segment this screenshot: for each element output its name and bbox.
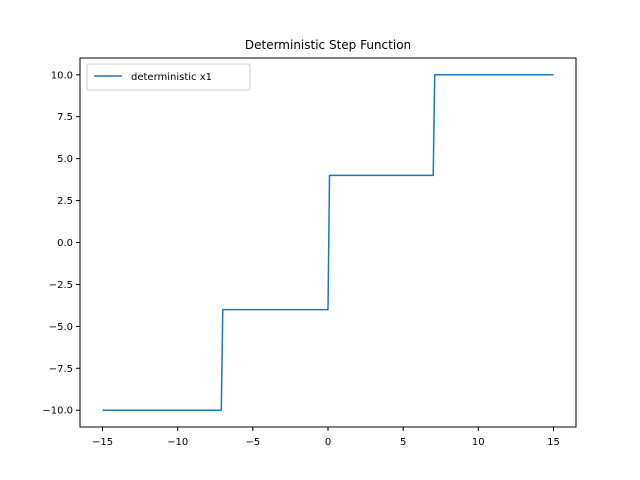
x-tick-label: −5 [245,437,260,448]
plot-area [102,74,554,411]
x-tick-label: 0 [325,437,331,448]
y-tick-label: −7.5 [49,364,73,375]
legend: deterministic x1 [86,63,251,91]
legend-label: deterministic x1 [131,72,212,83]
x-tick-label: 5 [400,437,406,448]
y-tick-label: 7.5 [57,112,73,123]
x-tick-label: −15 [92,437,113,448]
chart-title: Deterministic Step Function [245,38,411,52]
x-tick-label: 15 [547,437,560,448]
y-tick-label: −10.0 [42,406,73,417]
y-tick-label: 10.0 [51,70,73,81]
series-line-0 [102,74,554,411]
y-tick-label: 0.0 [57,238,73,249]
x-tick-label: 10 [472,437,485,448]
y-tick-label: 2.5 [57,196,73,207]
x-tick-label: −10 [167,437,188,448]
legend-box [86,63,251,91]
axes: −15 −10 −5 0 5 10 15 −10.0 −7.5 −5.0 −2.5 0.0 2.5 5.0… [42,57,577,448]
y-tick-label: 5.0 [57,154,73,165]
y-tick-label: −2.5 [49,280,73,291]
y-tick-label: −5.0 [49,322,73,333]
